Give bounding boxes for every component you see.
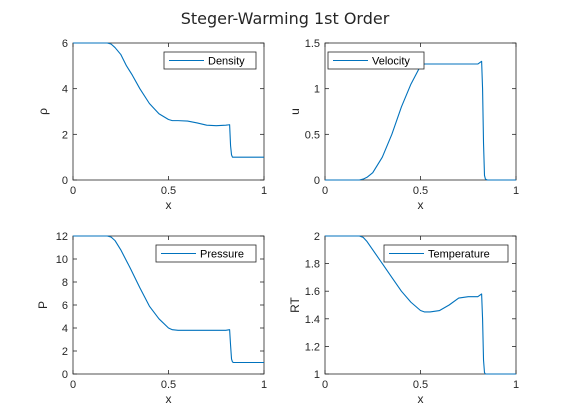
legend-label: Velocity (372, 56, 410, 68)
y-axis-label: ρ (36, 108, 50, 115)
y-tick-label: 0 (314, 175, 320, 187)
x-tick-label: 0 (322, 185, 328, 197)
x-tick-label: 0.5 (413, 185, 428, 197)
legend-box (155, 244, 257, 263)
y-tick-label: 2 (62, 346, 68, 358)
y-tick-label: 8 (62, 277, 68, 289)
y-axis-label: P (36, 301, 50, 309)
legend: Pressure (155, 244, 257, 263)
legend: Velocity (327, 51, 425, 70)
x-tick-label: 0 (70, 185, 76, 197)
x-tick-label: 0.5 (161, 185, 176, 197)
y-tick-label: 4 (62, 84, 68, 96)
x-tick-label: 1 (261, 185, 267, 197)
x-tick-label: 0.5 (413, 379, 428, 391)
y-tick-label: 1.2 (305, 341, 320, 353)
y-axis-label: u (288, 108, 302, 115)
y-tick-label: 1.6 (305, 286, 320, 298)
x-axis-label: x (418, 392, 424, 406)
y-tick-label: 2 (314, 231, 320, 243)
y-tick-label: 6 (62, 38, 68, 50)
y-tick-label: 0 (62, 369, 68, 381)
y-tick-label: 10 (56, 254, 68, 266)
legend: Temperature (383, 244, 509, 263)
y-tick-label: 1 (314, 369, 320, 381)
x-tick-label: 0.5 (161, 379, 176, 391)
legend-label: Density (208, 56, 245, 68)
y-tick-label: 2 (62, 129, 68, 141)
subplot-1: 0 0.5 1 0 2 4 6 x ρ Density (36, 38, 267, 212)
x-axis-label: x (166, 392, 172, 406)
y-tick-label: 0.5 (305, 129, 320, 141)
legend-box (327, 51, 425, 70)
y-tick-label: 1.4 (305, 314, 320, 326)
x-axis-label: x (166, 198, 172, 212)
subplot-2: 0 0.5 1 0 0.5 1 1.5 x u Velocity (288, 38, 519, 212)
series-line-density (73, 42, 264, 158)
y-tick-label: 1.8 (305, 259, 320, 271)
x-tick-label: 0 (322, 379, 328, 391)
y-tick-label: 1.5 (305, 38, 320, 50)
series-line-pressure (73, 235, 264, 364)
y-axis-label: RT (288, 296, 302, 312)
subplot-4: 0 0.5 1 1 1.2 1.4 1.6 1.8 2 x RT Temperature (288, 231, 519, 406)
x-tick-label: 0 (70, 379, 76, 391)
x-tick-label: 1 (261, 379, 267, 391)
series-line-velocity (325, 60, 516, 181)
x-tick-label: 1 (513, 379, 519, 391)
legend-label: Pressure (200, 249, 244, 261)
y-tick-label: 0 (62, 175, 68, 187)
x-tick-label: 1 (513, 185, 519, 197)
figure-title: Steger-Warming 1st Order (181, 9, 390, 28)
y-tick-label: 4 (62, 323, 68, 335)
legend-box (163, 51, 257, 70)
legend-box (383, 244, 509, 263)
legend: Density (163, 51, 257, 70)
y-tick-label: 12 (56, 231, 68, 243)
y-tick-label: 1 (314, 84, 320, 96)
y-tick-label: 6 (62, 300, 68, 312)
legend-label: Temperature (428, 249, 490, 261)
series-line-temperature (325, 235, 516, 375)
x-axis-label: x (418, 198, 424, 212)
